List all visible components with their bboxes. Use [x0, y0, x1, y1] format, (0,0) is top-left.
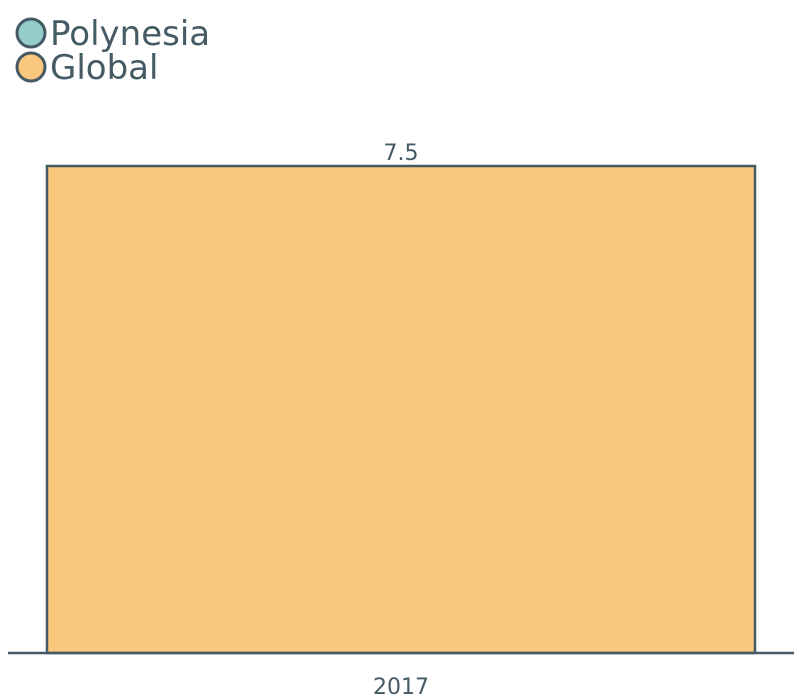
legend-swatch-global — [15, 51, 47, 83]
legend-item-polynesia: Polynesia — [15, 14, 210, 54]
data-label-2017: 7.5 — [384, 141, 419, 166]
legend-label-polynesia: Polynesia — [50, 14, 210, 54]
legend: Polynesia Global — [15, 14, 210, 88]
legend-item-global: Global — [15, 48, 158, 88]
x-tick-label-2017: 2017 — [373, 675, 429, 700]
legend-label-global: Global — [50, 48, 158, 88]
value-labels: 7.5 — [384, 141, 419, 166]
legend-swatch-polynesia — [15, 17, 47, 49]
bar-global-2017 — [45, 164, 757, 655]
bars — [45, 164, 757, 655]
x-tick-labels: 2017 — [373, 675, 429, 700]
